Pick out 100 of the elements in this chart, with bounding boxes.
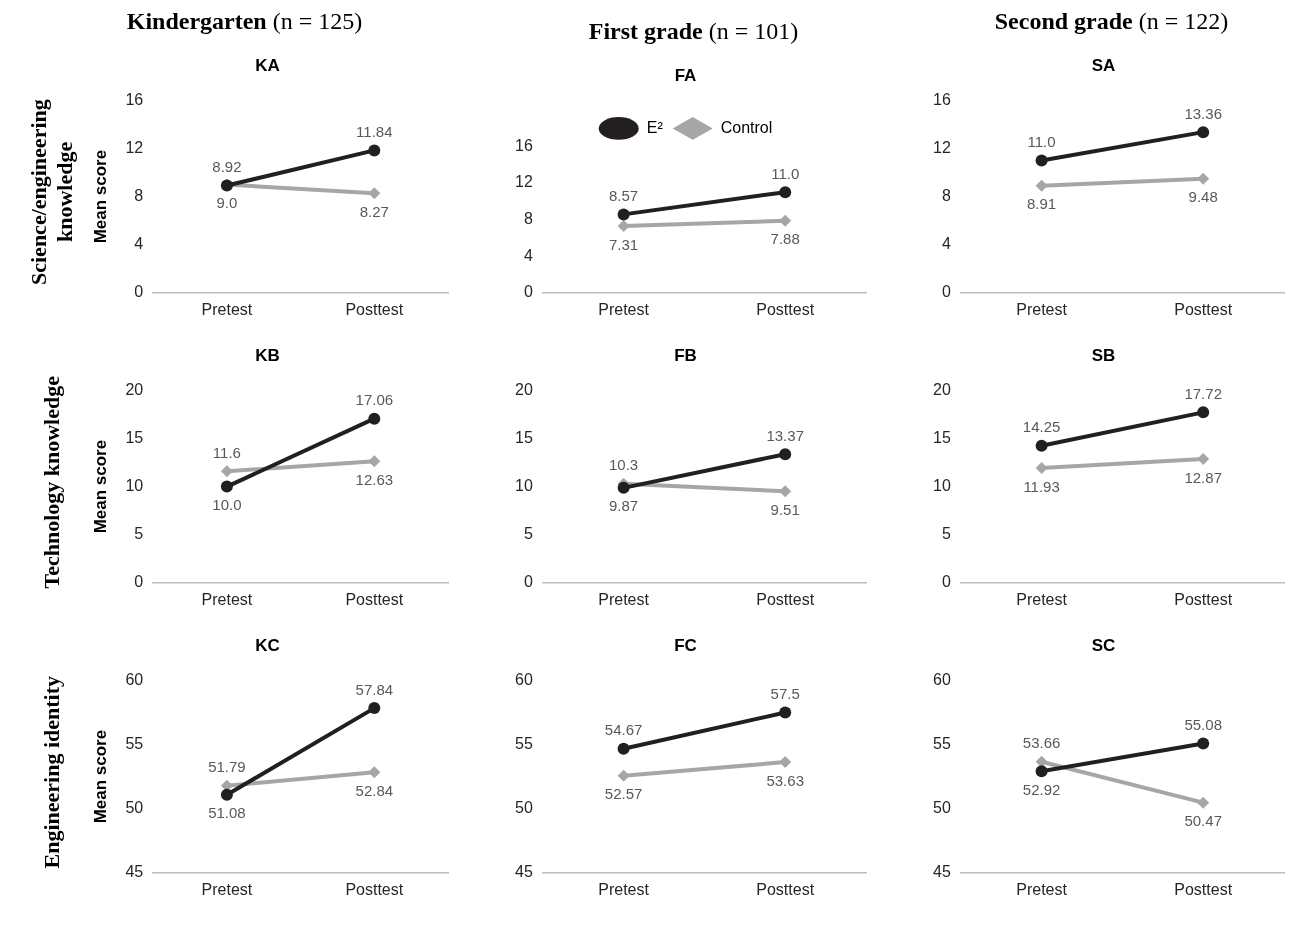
x-tick-label: Pretest — [598, 590, 650, 608]
y-tick-label: 0 — [941, 283, 951, 301]
data-label: 8.92 — [212, 158, 242, 176]
y-tick-label: 45 — [515, 863, 533, 881]
text: Technology knowledge — [39, 375, 65, 589]
chart-title: FA — [674, 65, 697, 85]
y-tick-label: 20 — [515, 380, 533, 398]
y-tick-label: 20 — [933, 380, 951, 398]
chart-subtitle: Kindergarten (n = 125) — [126, 8, 363, 34]
data-label: 11.6 — [212, 443, 241, 461]
data-label: 8.91 — [1027, 195, 1057, 213]
y-tick-label: 8 — [523, 210, 533, 228]
x-tick-label: Pretest — [598, 880, 650, 898]
x-tick-label: Pretest — [201, 590, 253, 608]
y-tick-label: 0 — [523, 283, 533, 301]
y-tick-label: 5 — [134, 525, 144, 543]
y-tick-label: 0 — [134, 283, 144, 301]
text: Science/engineering knowledge — [26, 98, 78, 287]
chart-title: KC — [255, 635, 280, 655]
data-label: 52.84 — [355, 781, 394, 799]
data-label: 8.27 — [359, 202, 389, 220]
y-tick-label: 50 — [515, 799, 533, 817]
x-tick-label: Posttest — [345, 300, 404, 318]
point — [1197, 796, 1210, 809]
data-label: 17.06 — [355, 391, 394, 409]
y-axis-title: Mean score — [90, 439, 110, 534]
y-tick-label: 0 — [941, 573, 951, 591]
data-label: 11.84 — [356, 123, 393, 141]
y-tick-label: 10 — [933, 477, 951, 495]
x-tick-label: Pretest — [1016, 880, 1068, 898]
x-tick-label: Posttest — [1174, 590, 1233, 608]
y-tick-label: 15 — [933, 428, 951, 446]
y-tick-label: 12 — [125, 138, 144, 156]
y-tick-label: 60 — [933, 670, 951, 688]
chart-title: KA — [255, 55, 280, 75]
data-label: 10.3 — [609, 456, 639, 474]
point — [368, 412, 381, 425]
chart-title: SA — [1091, 55, 1116, 75]
data-label: 9.51 — [770, 500, 800, 518]
point — [368, 144, 381, 157]
x-tick-label: Posttest — [1174, 300, 1233, 318]
data-label: 57.5 — [770, 685, 800, 703]
point — [617, 481, 630, 494]
point — [779, 448, 792, 461]
y-tick-label: 60 — [515, 670, 533, 688]
point — [779, 186, 792, 199]
point — [617, 208, 630, 221]
y-tick-label: 55 — [125, 734, 144, 752]
x-tick-label: Pretest — [201, 300, 253, 318]
data-label: 12.63 — [355, 470, 394, 488]
x-tick-label: Posttest — [1174, 880, 1233, 898]
legend-label: Control — [720, 118, 773, 136]
y-tick-label: 16 — [933, 90, 951, 108]
data-label: 9.0 — [216, 194, 238, 212]
text: Engineering identity — [39, 675, 65, 869]
x-tick-label: Pretest — [1016, 300, 1068, 318]
chart-subtitle: Second grade (n = 122) — [994, 8, 1229, 34]
chart-title: SC — [1091, 635, 1116, 655]
y-tick-label: 10 — [515, 477, 533, 495]
x-tick-label: Posttest — [345, 880, 404, 898]
data-label: 51.79 — [208, 758, 246, 776]
x-tick-label: Posttest — [756, 590, 815, 608]
point — [1197, 126, 1210, 139]
point — [1197, 737, 1210, 750]
data-label: 13.37 — [766, 426, 804, 444]
y-tick-label: 55 — [515, 734, 533, 752]
y-axis-title: Mean score — [90, 729, 110, 824]
y-tick-label: 0 — [134, 573, 144, 591]
data-label: 51.08 — [208, 804, 246, 822]
y-tick-label: 0 — [523, 573, 533, 591]
y-tick-label: 15 — [125, 428, 144, 446]
y-tick-label: 55 — [933, 734, 951, 752]
data-label: 50.47 — [1184, 812, 1222, 830]
x-tick-label: Posttest — [345, 590, 404, 608]
y-tick-label: 5 — [941, 525, 951, 543]
data-label: 10.0 — [212, 496, 242, 514]
y-tick-label: 5 — [523, 525, 533, 543]
y-tick-label: 4 — [523, 246, 533, 264]
y-tick-label: 16 — [125, 90, 144, 108]
data-label: 9.87 — [609, 497, 639, 515]
data-label: 54.67 — [604, 721, 643, 739]
point — [779, 706, 792, 719]
y-tick-label: 50 — [933, 799, 951, 817]
y-tick-label: 60 — [125, 670, 144, 688]
y-tick-label: 4 — [134, 235, 144, 253]
x-tick-label: Posttest — [756, 300, 815, 318]
data-label: 55.08 — [1184, 716, 1222, 734]
data-label: 12.87 — [1184, 468, 1222, 486]
data-label: 7.88 — [770, 230, 800, 248]
point — [617, 742, 630, 755]
point — [220, 480, 233, 493]
data-label: 8.57 — [609, 187, 639, 205]
point — [1197, 406, 1210, 419]
y-tick-label: 45 — [933, 863, 951, 881]
data-label: 57.84 — [355, 680, 394, 698]
data-label: 53.63 — [766, 771, 804, 789]
data-label: 11.93 — [1023, 477, 1060, 495]
x-tick-label: Pretest — [1016, 590, 1068, 608]
y-tick-label: 12 — [515, 173, 533, 191]
x-tick-label: Pretest — [201, 880, 253, 898]
